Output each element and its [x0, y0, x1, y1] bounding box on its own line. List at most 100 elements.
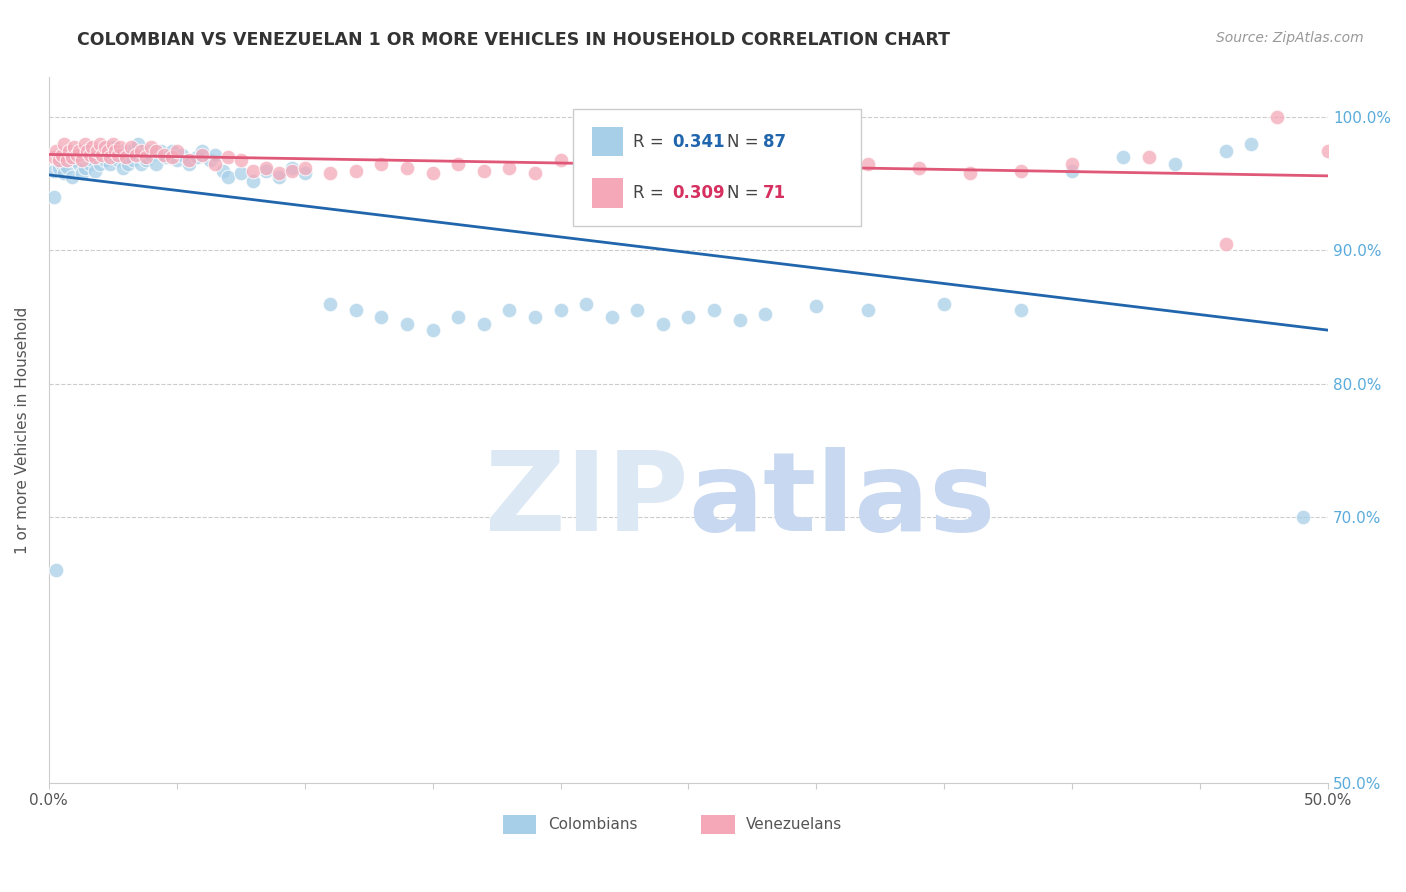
Point: [191, 147, 214, 161]
Point: [91, 147, 114, 161]
Point: [48, 161, 70, 175]
Point: [53, 166, 76, 180]
Point: [58, 144, 80, 158]
Point: [754, 166, 776, 180]
Point: [395, 161, 418, 175]
Point: [129, 144, 152, 158]
Point: [294, 166, 316, 180]
Point: [267, 170, 290, 185]
Point: [198, 153, 221, 167]
Point: [344, 163, 367, 178]
Point: [472, 163, 495, 178]
Point: [58, 150, 80, 164]
Point: [1112, 150, 1135, 164]
Point: [754, 307, 776, 321]
Point: [166, 144, 188, 158]
Point: [1062, 163, 1084, 178]
Point: [111, 161, 134, 175]
Point: [73, 136, 96, 151]
Point: [107, 153, 129, 167]
Point: [83, 163, 105, 178]
Y-axis label: 1 or more Vehicles in Household: 1 or more Vehicles in Household: [15, 307, 30, 554]
Point: [101, 136, 124, 151]
Point: [1215, 144, 1237, 158]
Point: [1240, 136, 1263, 151]
Text: Colombians: Colombians: [548, 817, 637, 832]
Point: [651, 317, 673, 331]
Point: [907, 161, 929, 175]
Point: [550, 303, 572, 318]
Point: [79, 157, 101, 171]
Point: [98, 157, 121, 171]
Point: [104, 150, 127, 164]
Point: [229, 153, 252, 167]
Point: [117, 157, 139, 171]
Point: [242, 174, 264, 188]
Point: [447, 310, 470, 324]
Point: [170, 147, 193, 161]
Point: [523, 310, 546, 324]
Point: [229, 166, 252, 180]
Point: [155, 150, 177, 164]
Point: [395, 317, 418, 331]
Point: [94, 139, 117, 153]
Text: N =: N =: [727, 133, 763, 151]
Point: [122, 153, 145, 167]
Point: [319, 166, 342, 180]
Point: [703, 303, 725, 318]
Point: [934, 297, 956, 311]
Point: [125, 147, 148, 161]
Point: [66, 147, 89, 161]
Text: 87: 87: [762, 133, 786, 151]
Point: [48, 153, 70, 167]
Text: Source: ZipAtlas.com: Source: ZipAtlas.com: [1216, 31, 1364, 45]
Point: [76, 144, 98, 158]
Point: [1137, 150, 1160, 164]
Point: [422, 166, 444, 180]
Point: [82, 139, 104, 153]
Point: [160, 144, 183, 158]
Point: [1010, 163, 1032, 178]
Point: [86, 144, 108, 158]
Point: [179, 153, 201, 167]
Point: [422, 323, 444, 337]
Point: [600, 157, 623, 171]
FancyBboxPatch shape: [574, 109, 860, 226]
Point: [53, 136, 76, 151]
Point: [186, 150, 208, 164]
Text: ZIP: ZIP: [485, 447, 689, 554]
Point: [267, 166, 290, 180]
Bar: [592, 178, 623, 208]
Point: [856, 157, 879, 171]
Point: [600, 310, 623, 324]
Bar: [592, 127, 623, 156]
Point: [204, 157, 226, 171]
Point: [101, 139, 124, 153]
Point: [104, 144, 127, 158]
Point: [523, 166, 546, 180]
Point: [447, 157, 470, 171]
Point: [107, 147, 129, 161]
Text: Venezuelans: Venezuelans: [747, 817, 842, 832]
Point: [120, 139, 142, 153]
Point: [97, 144, 120, 158]
Point: [82, 153, 104, 167]
Point: [86, 144, 108, 158]
Point: [83, 150, 105, 164]
Point: [281, 163, 304, 178]
Point: [97, 147, 120, 161]
Point: [498, 161, 520, 175]
Point: [45, 563, 67, 577]
Point: [125, 147, 148, 161]
Point: [129, 157, 152, 171]
Point: [319, 297, 342, 311]
Point: [139, 147, 162, 161]
Text: atlas: atlas: [689, 447, 995, 554]
Point: [370, 157, 392, 171]
Text: 71: 71: [762, 184, 786, 202]
Point: [211, 163, 233, 178]
Point: [114, 150, 136, 164]
Point: [1062, 157, 1084, 171]
Point: [55, 153, 77, 167]
Point: [145, 144, 167, 158]
